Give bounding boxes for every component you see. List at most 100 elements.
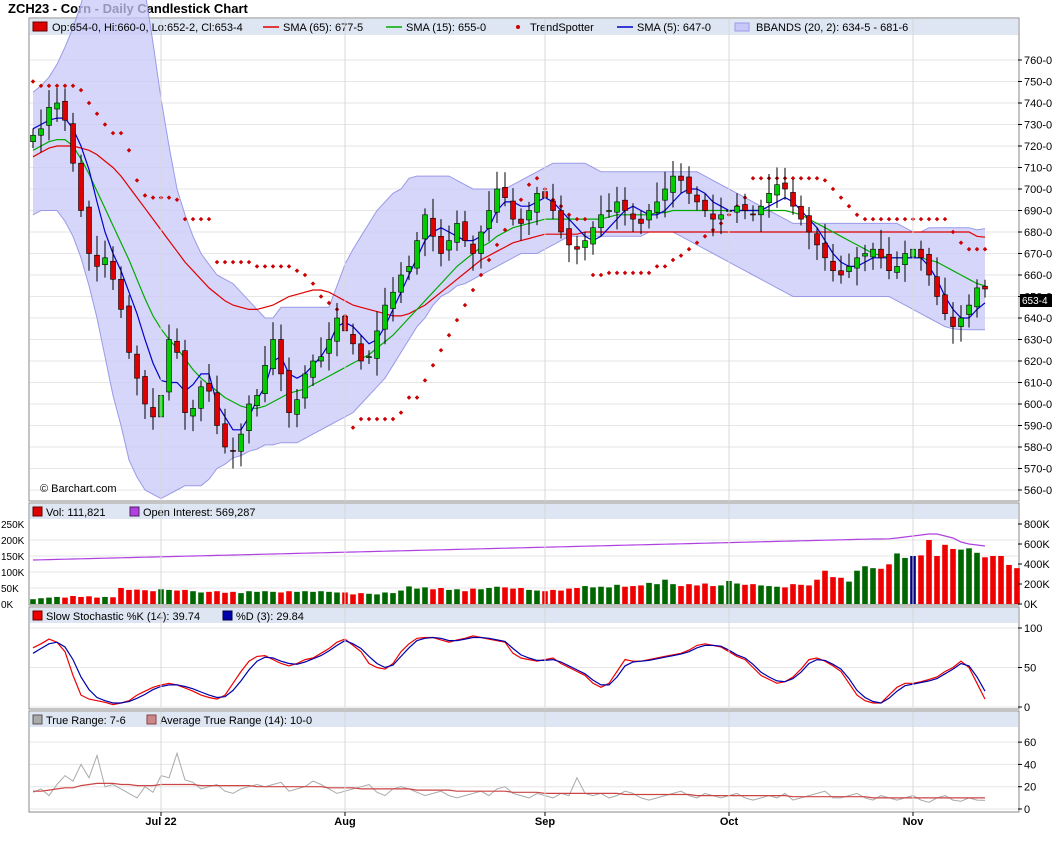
sma5-series: [32, 117, 986, 431]
candle-down: [678, 175, 684, 181]
true-range-y-axis: 0 20 40 60: [1018, 737, 1036, 816]
volume-bar: [966, 548, 972, 604]
candle-down: [214, 392, 220, 426]
volume-bar: [230, 591, 236, 604]
price-tick-label: 690-0: [1024, 206, 1052, 218]
ohlc-legend-swatch: [32, 21, 48, 32]
volume-bar: [686, 584, 692, 604]
candle-up: [526, 210, 532, 221]
volume-legend-bar: [30, 504, 1018, 519]
volume-bar: [710, 586, 716, 604]
volume-bar: [126, 589, 132, 604]
candle-down: [206, 383, 212, 392]
stoch-k-legend-text: Slow Stochastic %K (14): 39.74: [46, 611, 200, 623]
volume-bar: [798, 584, 804, 604]
volume-bar: [886, 564, 892, 604]
trendspotter-dot: [270, 264, 276, 269]
trendspotter-dot: [462, 302, 468, 308]
trendspotter-dot: [414, 395, 420, 400]
candle-up: [270, 339, 276, 370]
price-tick-label: 730-0: [1024, 120, 1052, 132]
trendspotter-dot: [78, 87, 84, 93]
volume-bar: [774, 586, 780, 604]
candle-up: [366, 356, 372, 359]
volume-bar: [358, 593, 364, 604]
sma65-series: [32, 145, 986, 317]
volume-bar: [502, 587, 508, 604]
volume-bar: [198, 592, 204, 604]
volume-bar: [758, 585, 764, 604]
candle-down: [462, 221, 468, 241]
volume-bar: [310, 591, 316, 604]
price-tick-label: 760-0: [1024, 55, 1052, 67]
candle-down: [742, 204, 748, 211]
volume-panel: 250K 200K 150K 100K 50K 0K 0K 200K 400K 600K 800K…: [1, 502, 1050, 611]
volume-bar: [862, 566, 868, 604]
volume-bar: [406, 586, 412, 604]
volume-left-tick-label: 250K: [1, 520, 25, 531]
volume-bar: [94, 597, 100, 604]
trendspotter-dot: [654, 264, 660, 269]
candle-down: [710, 213, 716, 220]
volume-bar: [534, 590, 540, 604]
candle-down: [78, 162, 84, 211]
bband-area: [33, 0, 985, 499]
trendspotter-dot: [350, 425, 356, 430]
volume-bar: [350, 594, 356, 604]
candle-down: [806, 215, 812, 233]
candle-down: [126, 305, 132, 353]
volume-bar: [694, 585, 700, 604]
candle-up: [598, 214, 604, 229]
bbands-legend-swatch: [734, 22, 750, 32]
candle-down: [566, 228, 572, 246]
candle-up: [862, 253, 868, 257]
trendspotter-dot: [118, 130, 124, 136]
volume-bar: [934, 556, 940, 604]
volume-bar: [902, 557, 908, 604]
candle-down: [630, 213, 636, 220]
volume-bar: [838, 577, 844, 604]
trendspotter-dot: [262, 264, 268, 269]
volume-bar: [478, 589, 484, 604]
true-range-tick-label: 0: [1024, 804, 1030, 816]
price-tick-label: 640-0: [1024, 313, 1052, 325]
volume-bar: [670, 584, 676, 604]
volume-bar: [678, 586, 684, 604]
candle-down: [438, 236, 444, 254]
volume-bar: [558, 590, 564, 604]
candle-up: [974, 287, 980, 308]
candle-up: [38, 128, 44, 136]
volume-bars: [30, 540, 1020, 604]
candle-down: [814, 233, 820, 246]
candle-up: [534, 193, 540, 213]
candle-down: [950, 316, 956, 327]
volume-bar: [646, 582, 652, 604]
candle-down: [638, 218, 644, 224]
ohlc-legend-text: Op:654-0, Hi:660-0, Lo:652-2, Cl:653-4: [52, 22, 243, 34]
x-tick-label: Oct: [720, 816, 739, 828]
volume-bar: [254, 591, 260, 604]
trendspotter-dot: [606, 270, 612, 276]
candle-down: [622, 199, 628, 211]
volume-bar: [574, 588, 580, 604]
candle-down: [918, 248, 924, 259]
trendspotter-dot: [430, 363, 436, 368]
volume-bar: [614, 584, 620, 604]
trendspotter-dot: [230, 259, 236, 265]
candle-down: [222, 423, 228, 448]
x-tick-label: Nov: [903, 816, 925, 828]
volume-bar: [830, 577, 836, 604]
volume-bar: [30, 599, 36, 604]
stochastic-y-axis: 0 50 100: [1018, 623, 1042, 714]
volume-bar: [790, 584, 796, 604]
volume-bar: [878, 568, 884, 604]
candle-down: [518, 218, 524, 224]
volume-bar: [38, 598, 44, 604]
candle-up: [190, 407, 196, 417]
volume-bar: [422, 587, 428, 604]
candle-up: [870, 248, 876, 258]
trendspotter-dot: [614, 270, 620, 276]
candle-down: [142, 376, 148, 405]
volume-left-tick-label: 150K: [1, 552, 25, 563]
true-range-tick-label: 40: [1024, 759, 1036, 771]
